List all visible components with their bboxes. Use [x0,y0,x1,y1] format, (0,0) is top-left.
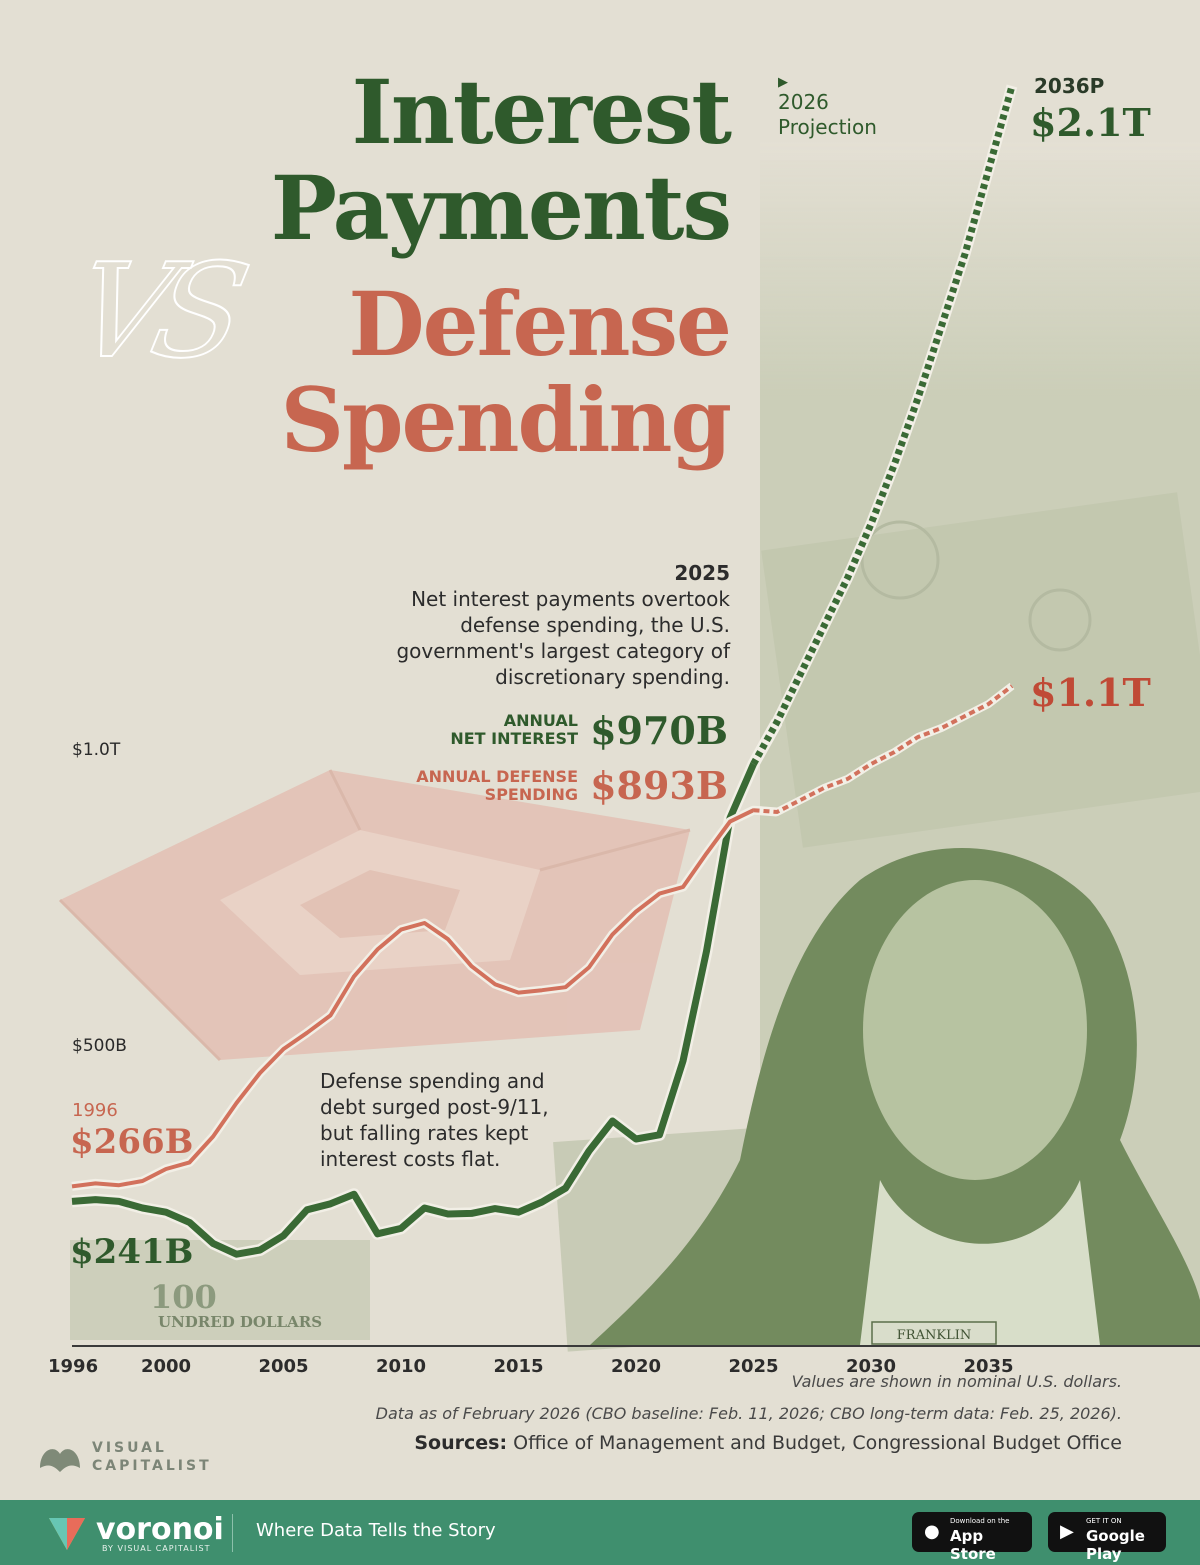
note-nominal: Values are shown in nominal U.S. dollars… [791,1372,1122,1391]
interest-kv-label: ANNUAL NET INTEREST [450,712,578,748]
title-line-interest: Interest [351,60,732,164]
x-tick-label: 2000 [140,1356,192,1377]
start-interest-value: $241B [70,1232,194,1272]
visual-capitalist-logo[interactable]: VISUAL CAPITALIST [36,1438,209,1482]
google-play-icon: ▶ [1060,1521,1074,1542]
projection-year: 2026 [778,90,829,114]
annotation-911: Defense spending and debt surged post-9/… [320,1068,549,1172]
franklin-portrait: FRANKLIN UNDRED DOLLARS 100 [150,847,1200,1345]
defense-projection-halo [753,682,1015,817]
annotation-2025: 2025 Net interest payments overtook defe… [396,560,730,690]
defense-projection-line [753,684,1014,815]
interest-projection-halo [748,84,1018,767]
app-store-big: App Store [950,1527,996,1563]
annotation-2025-line: government's largest category of [396,639,730,663]
defense-kv-value: $893B [590,763,728,808]
voronoi-logo-icon[interactable] [46,1512,88,1554]
annotation-911-line: debt surged post-9/11, [320,1095,549,1119]
google-play-button[interactable]: ▶ GET IT ON Google Play [1048,1512,1166,1563]
app-store-button[interactable]: ● Download on the App Store [912,1512,1032,1563]
logo-line1: VISUAL [92,1440,167,1456]
annotation-2025-year: 2025 [674,561,730,585]
annotation-911-line: Defense spending and [320,1069,545,1093]
defense-line-halo [71,805,778,1191]
defense-series-line [71,808,778,1189]
franklin-label: FRANKLIN [897,1328,971,1343]
annotation-2025-line: discretionary spending. [495,665,730,689]
interest-line-halo [71,719,783,1261]
interest-kv-value: $970B [590,708,728,753]
note-data-date: Data as of February 2026 (CBO baseline: … [375,1404,1122,1423]
title-line-defense: Defense [348,272,732,376]
end-year-label: 2036P [1034,74,1105,98]
tagline: Where Data Tells the Story [256,1520,496,1541]
x-tick-label: 2030 [845,1356,897,1377]
annotation-2025-line: defense spending, the U.S. [460,613,730,637]
interest-label-line: NET INTEREST [450,729,578,748]
bill-label: UNDRED DOLLARS [158,1313,322,1331]
play-triangle-icon: ▶ [778,75,788,90]
google-play-big: Google Play [1086,1527,1145,1563]
brand-subtitle: BY VISUAL CAPITALIST [102,1544,211,1553]
x-tick-label: 1996 [48,1356,99,1377]
app-store-small: Download on the [950,1517,1010,1525]
footer-bar: voronoi BY VISUAL CAPITALIST Where Data … [0,1500,1200,1565]
x-tick-label: 2035 [963,1356,1014,1377]
interest-series-line [71,720,781,1258]
google-play-small: GET IT ON [1086,1517,1122,1525]
interest-label-line: ANNUAL [503,711,578,730]
y-tick-label: $500B [72,1036,127,1056]
x-tick-label: 2025 [728,1356,779,1377]
logo-line2: CAPITALIST [92,1458,212,1474]
apple-icon: ● [924,1521,940,1542]
bill-number: 100 [150,1278,217,1316]
footer-divider [232,1514,233,1552]
brand-name[interactable]: voronoi [96,1512,224,1547]
start-year-label: 1996 [72,1100,118,1121]
defense-kv-label: ANNUAL DEFENSE SPENDING [416,768,578,804]
start-defense-value: $266B [70,1122,194,1162]
sources-text: Office of Management and Budget, Congres… [513,1432,1122,1454]
defense-label-line: SPENDING [484,785,578,804]
end-interest-value: $2.1T [1030,100,1151,145]
projection-marker: ▶ 2026 Projection [778,76,877,140]
x-tick-label: 2005 [258,1356,309,1377]
x-tick-label: 2015 [493,1356,544,1377]
visual-capitalist-icon [40,1449,80,1472]
series-layer [71,84,1018,1261]
title-line-payments: Payments [270,156,732,260]
title-line-spending: Spending [280,368,732,472]
sources-line: Sources: Office of Management and Budget… [414,1432,1122,1454]
y-tick-label: $1.0T [72,740,121,760]
defense-label-line: ANNUAL DEFENSE [416,767,578,786]
annotation-911-line: interest costs flat. [320,1147,501,1171]
line-chart [71,84,1200,1347]
x-tick-label: 2010 [375,1356,427,1377]
x-tick-label: 2020 [610,1356,662,1377]
annotation-2025-line: Net interest payments overtook [411,587,730,611]
projection-text: Projection [778,115,877,139]
annotation-911-line: but falling rates kept [320,1121,529,1145]
end-defense-value: $1.1T [1030,670,1151,715]
sources-label: Sources: [414,1432,508,1454]
interest-projection-line [750,85,1016,766]
